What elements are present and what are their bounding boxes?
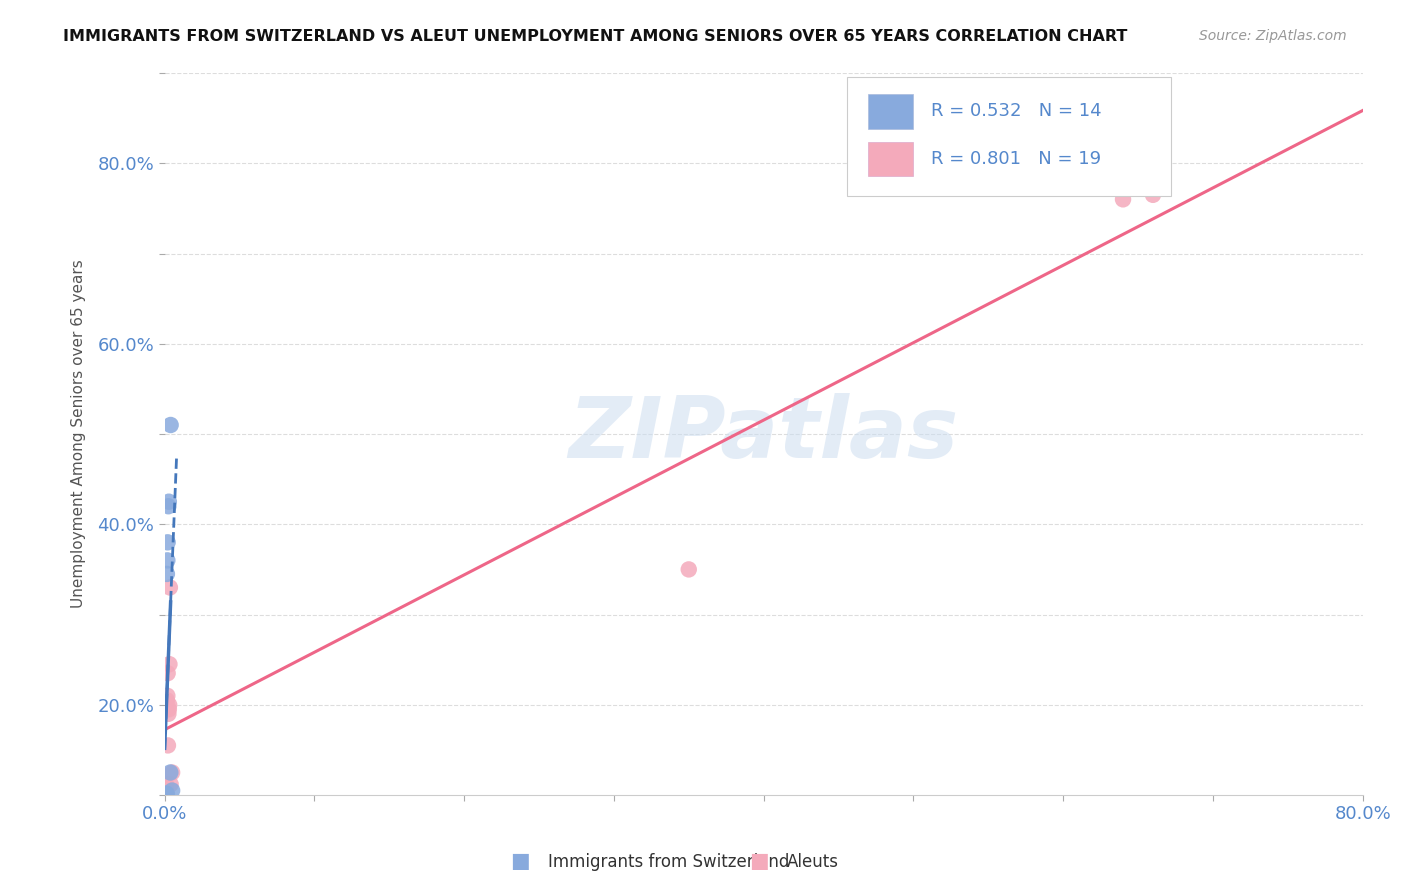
FancyBboxPatch shape <box>868 142 914 177</box>
Point <box>157 698 180 712</box>
Point <box>157 494 180 508</box>
Point <box>156 787 179 801</box>
Point <box>159 581 181 595</box>
Point <box>159 777 181 791</box>
Text: Aleuts: Aleuts <box>787 854 839 871</box>
Point <box>159 765 181 780</box>
Point <box>678 562 700 576</box>
Point <box>155 787 177 801</box>
Text: R = 0.801   N = 19: R = 0.801 N = 19 <box>931 150 1101 168</box>
Point <box>156 739 179 753</box>
Point <box>160 783 183 797</box>
Text: Source: ZipAtlas.com: Source: ZipAtlas.com <box>1199 29 1347 43</box>
Point <box>156 666 179 681</box>
Point <box>156 693 179 707</box>
Y-axis label: Unemployment Among Seniors over 65 years: Unemployment Among Seniors over 65 years <box>72 260 86 608</box>
Point <box>155 787 177 801</box>
Point <box>155 702 177 716</box>
Point <box>155 788 177 802</box>
Text: Immigrants from Switzerland: Immigrants from Switzerland <box>548 854 790 871</box>
Point <box>159 657 181 672</box>
Point <box>155 777 177 791</box>
Text: R = 0.532   N = 14: R = 0.532 N = 14 <box>931 103 1102 120</box>
Point <box>156 566 179 581</box>
Point <box>155 787 177 801</box>
Point <box>160 765 183 780</box>
FancyBboxPatch shape <box>868 94 914 128</box>
FancyBboxPatch shape <box>848 77 1171 195</box>
Point <box>155 779 177 793</box>
Point <box>157 702 180 716</box>
Point <box>157 500 180 514</box>
Point <box>155 788 177 802</box>
Text: ■: ■ <box>749 852 769 871</box>
Point <box>156 553 179 567</box>
Point <box>1142 187 1164 202</box>
Point <box>157 706 180 721</box>
Text: ■: ■ <box>510 852 530 871</box>
Text: ZIPatlas: ZIPatlas <box>568 392 959 475</box>
Point <box>1112 192 1135 206</box>
Point <box>155 788 177 802</box>
Point <box>155 788 177 802</box>
Point <box>156 689 179 703</box>
Point <box>156 535 179 549</box>
Text: IMMIGRANTS FROM SWITZERLAND VS ALEUT UNEMPLOYMENT AMONG SENIORS OVER 65 YEARS CO: IMMIGRANTS FROM SWITZERLAND VS ALEUT UNE… <box>63 29 1128 44</box>
Point <box>155 698 177 712</box>
Point <box>159 417 181 432</box>
